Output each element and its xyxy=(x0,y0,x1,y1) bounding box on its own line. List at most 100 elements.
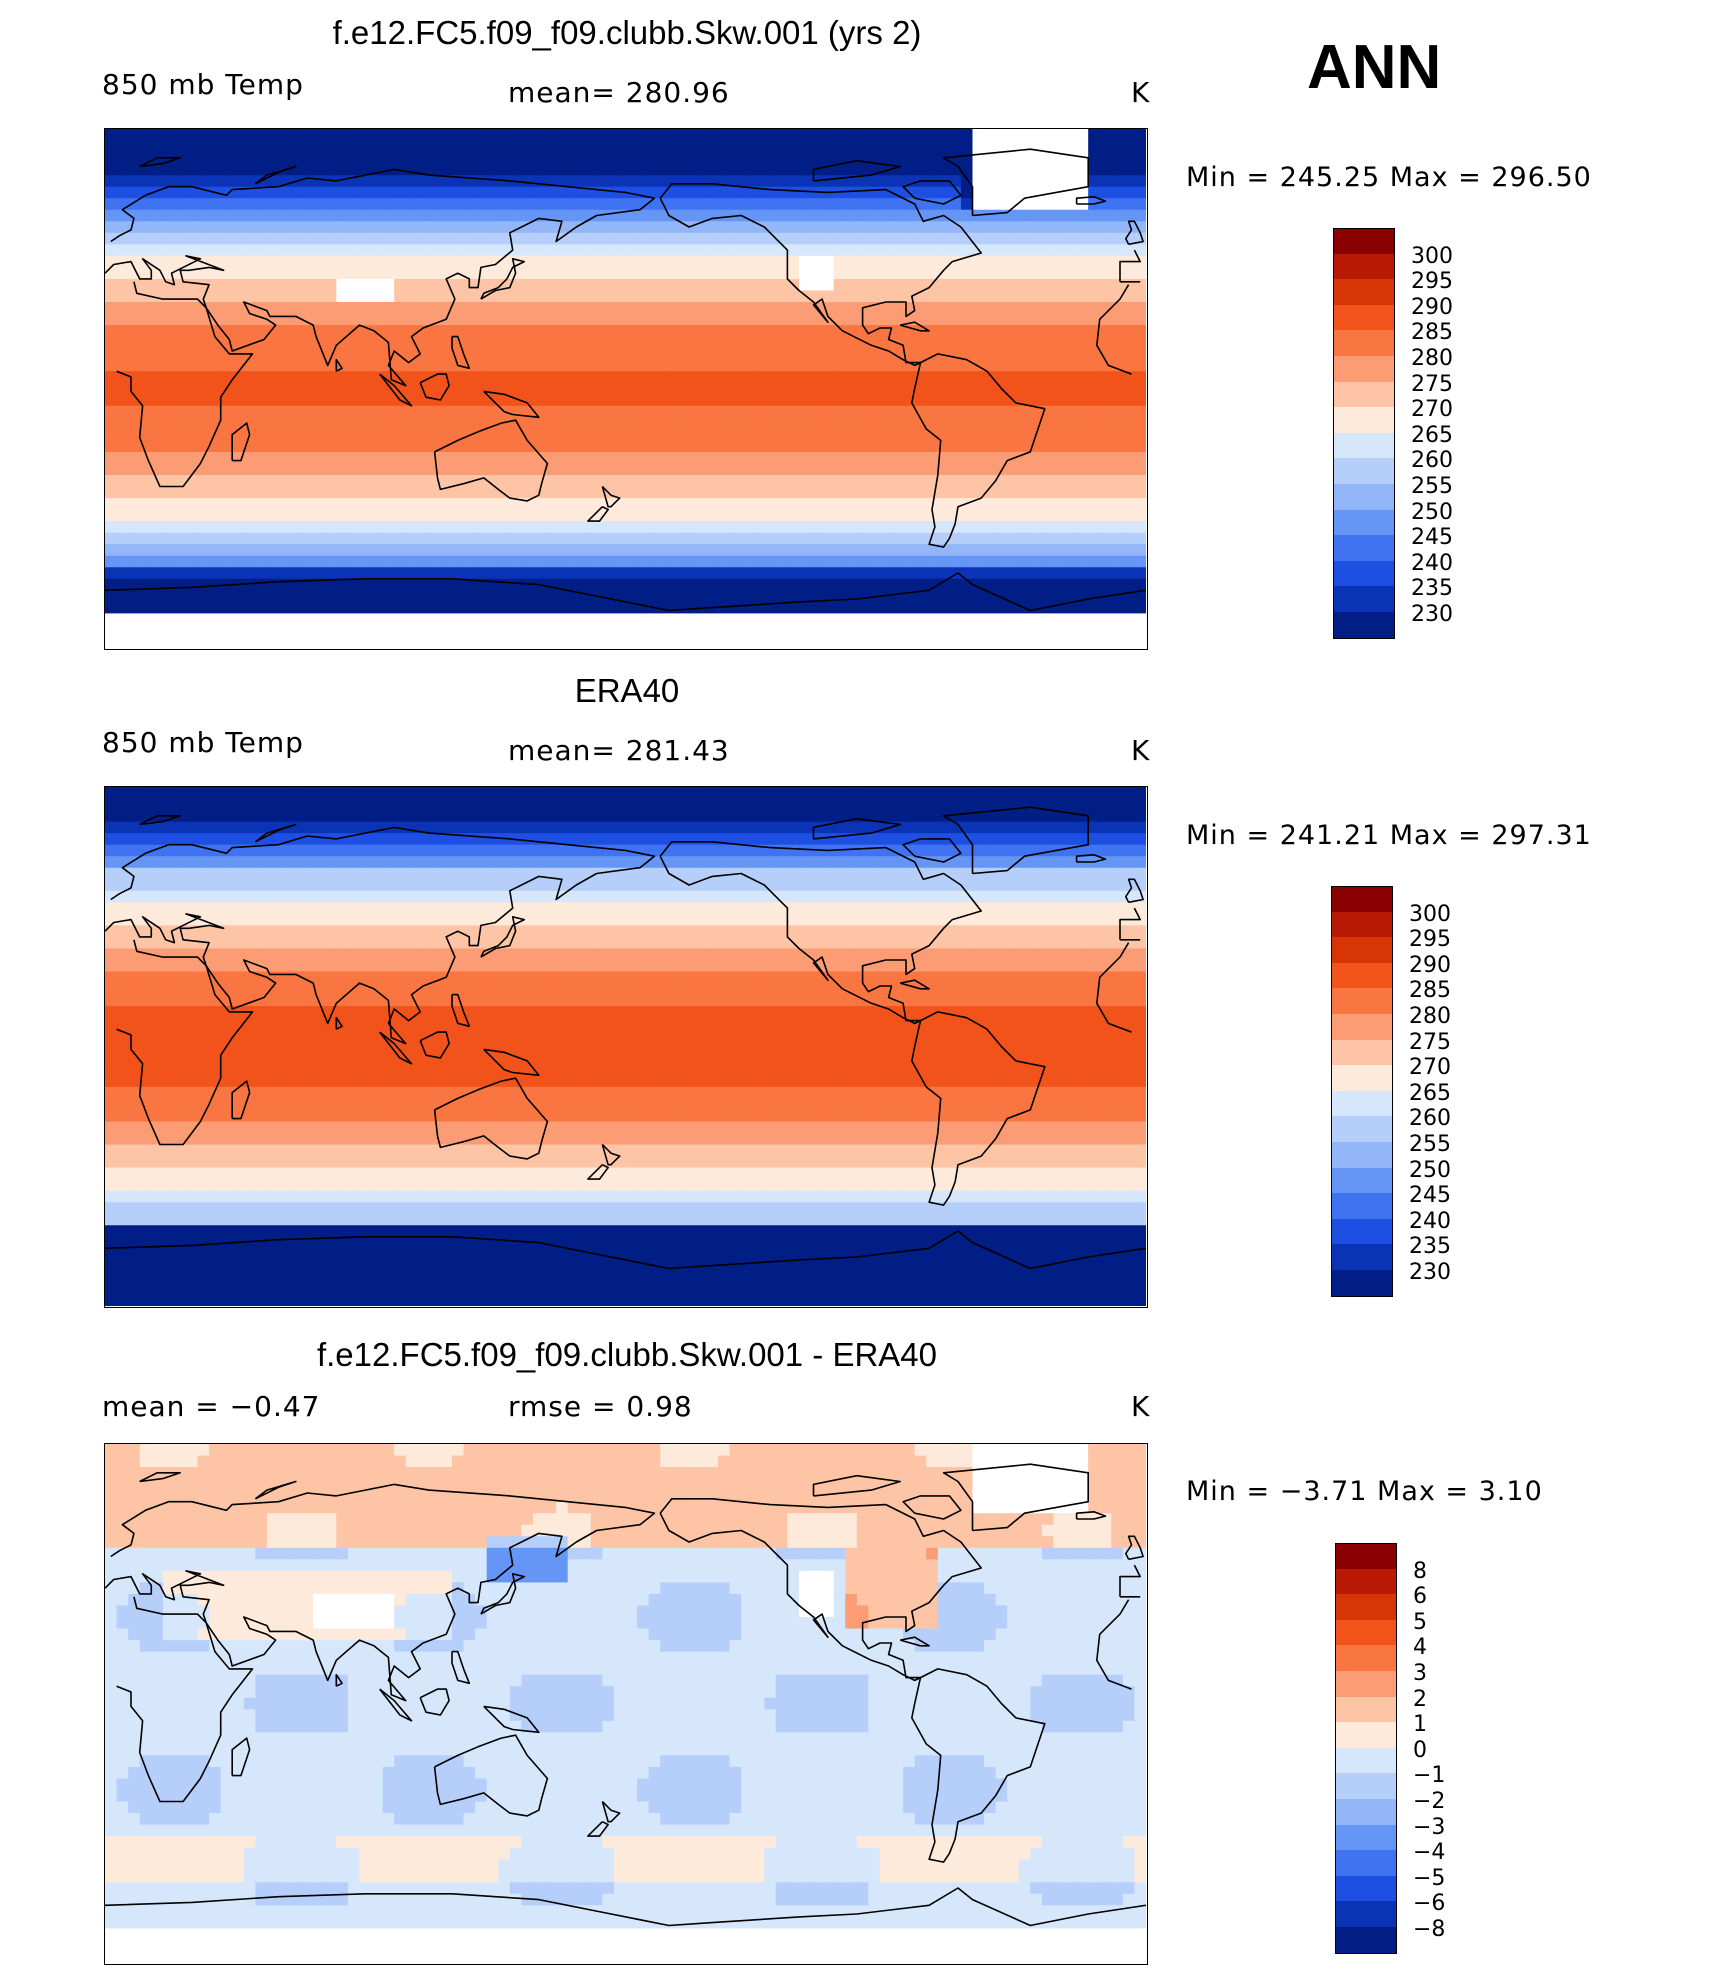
colorbar-swatch xyxy=(1333,560,1395,588)
colorbar-swatch xyxy=(1331,1142,1393,1169)
colorbar-tick-label: 290 xyxy=(1409,952,1451,978)
colorbar-tick-label: 245 xyxy=(1409,1183,1451,1209)
colorbar-tick-label: 260 xyxy=(1409,1106,1451,1132)
colorbar-tick-label: 250 xyxy=(1411,499,1453,525)
colorbar-swatch xyxy=(1335,1824,1397,1852)
colorbar-swatch xyxy=(1335,1901,1397,1928)
colorbar-swatch xyxy=(1331,1065,1393,1092)
colorbar-tick-label: 290 xyxy=(1411,294,1453,320)
colorbar-swatch xyxy=(1331,911,1393,939)
colorbar-swatch xyxy=(1333,612,1395,639)
panel3-unit: K xyxy=(1131,1390,1151,1423)
colorbar-tick-label: 285 xyxy=(1411,320,1453,346)
colorbar-tick-label: 275 xyxy=(1409,1029,1451,1055)
panel1-unit: K xyxy=(1131,76,1151,109)
colorbar-tick-label: 230 xyxy=(1409,1260,1451,1285)
panel2-min-max: Min = 241.21 Max = 297.31 xyxy=(1186,820,1592,851)
colorbar-tick-label: 230 xyxy=(1411,602,1453,627)
panel3-map xyxy=(104,1443,1148,1965)
colorbar-swatch xyxy=(1331,1218,1393,1246)
colorbar-swatch xyxy=(1331,1167,1393,1195)
panel3-rmse-label: rmse = 0.98 xyxy=(508,1390,693,1423)
colorbar-tick-label: 265 xyxy=(1409,1080,1451,1106)
panel3-title: f.e12.FC5.f09_f09.clubb.Skw.001 - ERA40 xyxy=(316,1336,938,1373)
colorbar-tick-label: 280 xyxy=(1411,346,1453,371)
colorbar-tick-label: 235 xyxy=(1409,1234,1451,1260)
colorbar-swatch xyxy=(1335,1568,1397,1596)
colorbar-swatch xyxy=(1333,279,1395,306)
colorbar-swatch xyxy=(1331,1244,1393,1271)
colorbar-tick-label: 260 xyxy=(1411,448,1453,474)
colorbar-tick-label: 255 xyxy=(1409,1132,1451,1157)
panel1-min-max: Min = 245.25 Max = 296.50 xyxy=(1186,162,1592,193)
colorbar-swatch xyxy=(1333,509,1395,537)
colorbar-swatch xyxy=(1331,937,1393,964)
colorbar-swatch xyxy=(1333,381,1395,409)
coastlines xyxy=(105,1463,1146,1927)
season-label: ANN xyxy=(1307,33,1442,102)
colorbar-swatch xyxy=(1331,1014,1393,1041)
colorbar-tick-label: 270 xyxy=(1411,397,1453,423)
colorbar-swatch xyxy=(1333,304,1395,332)
panel2-title: ERA40 xyxy=(574,672,680,709)
colorbar-swatch xyxy=(1335,1773,1397,1800)
panel2-mean-label: mean= 281.43 xyxy=(508,734,730,767)
field-shading xyxy=(105,1444,1146,1963)
colorbar-swatch xyxy=(1335,1543,1397,1570)
colorbar-tick-label: 240 xyxy=(1409,1208,1451,1234)
panel2-variable-label: 850 mb Temp xyxy=(102,726,304,759)
colorbar-swatch xyxy=(1335,1799,1397,1826)
colorbar-tick-label: 300 xyxy=(1409,901,1451,927)
colorbar-swatch xyxy=(1335,1645,1397,1672)
field-shading xyxy=(105,787,1146,1306)
colorbar-tick-label: 8 xyxy=(1413,1558,1427,1584)
colorbar-tick-label: 240 xyxy=(1411,550,1453,576)
colorbar-tick-label: −4 xyxy=(1413,1840,1446,1866)
colorbar-tick-label: −8 xyxy=(1413,1917,1446,1942)
panel1-title: f.e12.FC5.f09_f09.clubb.Skw.001 (yrs 2) xyxy=(332,14,922,51)
colorbar-swatch xyxy=(1331,988,1393,1015)
panel1-mean-label: mean= 280.96 xyxy=(508,76,730,109)
colorbar-tick-label: 0 xyxy=(1413,1737,1427,1763)
colorbar-swatch xyxy=(1333,228,1395,255)
colorbar-tick-label: 4 xyxy=(1413,1635,1427,1661)
colorbar-swatch xyxy=(1335,1747,1397,1775)
colorbar-swatch xyxy=(1333,586,1395,613)
colorbar-tick-label: 255 xyxy=(1411,474,1453,499)
colorbar-swatch xyxy=(1333,407,1395,434)
colorbar-swatch xyxy=(1335,1850,1397,1877)
colorbar-swatch xyxy=(1331,1039,1393,1067)
panel3-mean-label: mean = −0.47 xyxy=(102,1390,321,1423)
colorbar-swatch xyxy=(1333,458,1395,485)
colorbar-tick-label: 3 xyxy=(1413,1661,1427,1686)
colorbar-tick-label: 300 xyxy=(1411,243,1453,269)
colorbar-tick-label: 295 xyxy=(1409,927,1451,953)
panel2-map xyxy=(104,786,1148,1308)
colorbar-tick-label: 235 xyxy=(1411,576,1453,602)
colorbar-tick-label: 275 xyxy=(1411,371,1453,397)
colorbar-swatch xyxy=(1335,1927,1397,1954)
colorbar-tick-label: 2 xyxy=(1413,1686,1427,1712)
panel1-variable-label: 850 mb Temp xyxy=(102,68,304,101)
colorbar-swatch xyxy=(1331,962,1393,990)
colorbar-swatch xyxy=(1335,1696,1397,1724)
colorbar-tick-label: 265 xyxy=(1411,422,1453,448)
colorbar-swatch xyxy=(1335,1875,1397,1903)
colorbar-swatch xyxy=(1331,1116,1393,1143)
coastlines xyxy=(105,148,1146,612)
colorbar-swatch xyxy=(1335,1594,1397,1621)
field-shading xyxy=(105,129,1146,648)
colorbar-swatch xyxy=(1331,1193,1393,1220)
panel1-map xyxy=(104,128,1148,650)
colorbar-swatch xyxy=(1335,1722,1397,1749)
colorbar-tick-label: 285 xyxy=(1409,978,1451,1004)
colorbar-swatch xyxy=(1335,1671,1397,1698)
colorbar-swatch xyxy=(1331,886,1393,913)
colorbar-swatch xyxy=(1333,432,1395,460)
colorbar-tick-label: 6 xyxy=(1413,1584,1427,1610)
colorbar-tick-label: 5 xyxy=(1413,1609,1427,1635)
colorbar-tick-label: −5 xyxy=(1413,1865,1446,1891)
colorbar-swatch xyxy=(1333,253,1395,281)
colorbar-swatch xyxy=(1331,1270,1393,1297)
colorbar-tick-label: −2 xyxy=(1413,1789,1446,1814)
